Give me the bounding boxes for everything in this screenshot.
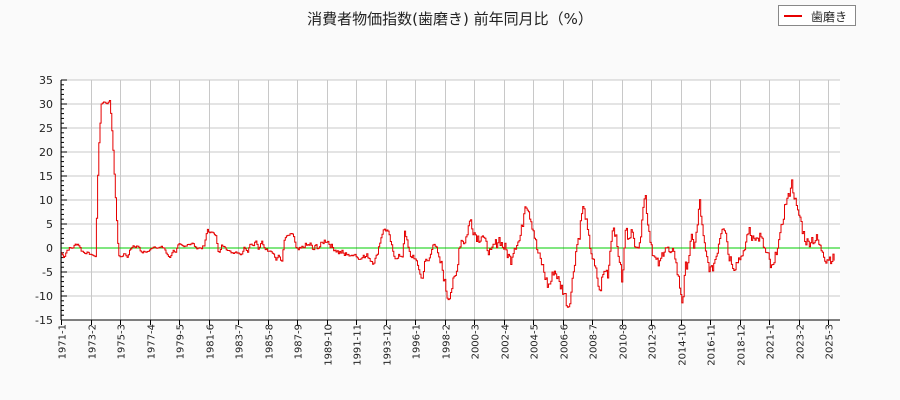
x-tick-label: 1983-7 xyxy=(235,324,246,359)
x-tick-label: 2016-11 xyxy=(707,324,718,366)
y-tick-label: 25 xyxy=(39,122,53,135)
y-tick-label: 20 xyxy=(39,146,53,159)
x-tick-label: 1981-6 xyxy=(206,324,217,359)
x-tick-label: 2018-12 xyxy=(737,324,748,366)
x-tick-label: 2000-3 xyxy=(471,324,482,359)
x-tick-label: 2014-10 xyxy=(678,324,689,366)
x-tick-label: 1977-4 xyxy=(147,324,158,359)
x-tick-label: 1998-2 xyxy=(442,324,453,359)
x-tick-label: 1989-10 xyxy=(324,324,335,366)
y-tick-label: 0 xyxy=(46,242,53,255)
x-tick-label: 2006-6 xyxy=(560,324,571,359)
x-tick-label: 2002-4 xyxy=(501,324,512,359)
x-tick-label: 1979-5 xyxy=(176,324,187,359)
x-tick-label: 2021-1 xyxy=(766,324,777,359)
x-tick-label: 1996-1 xyxy=(412,324,423,359)
chart-title: 消費者物価指数(歯磨き) 前年同月比（%） xyxy=(307,10,593,28)
x-tick-label: 2008-7 xyxy=(589,324,600,359)
x-axis: 1971-1 1973-2 1975-3 1977-4 1979-5 1981-6 1983… xyxy=(58,320,836,366)
x-tick-label: 2004-5 xyxy=(530,324,541,359)
y-tick-label: 30 xyxy=(39,98,53,111)
x-tick-label: 1987-9 xyxy=(294,324,305,359)
x-tick-label: 1975-3 xyxy=(117,324,128,359)
y-tick-label: -15 xyxy=(35,314,53,327)
x-tick-label: 1985-8 xyxy=(265,324,276,359)
y-tick-label: 5 xyxy=(46,218,53,231)
y-axis: 35 30 25 20 15 10 5 0 -5 -10 -15 xyxy=(35,74,67,327)
y-tick-label: -5 xyxy=(42,266,53,279)
x-tick-label: 1973-2 xyxy=(88,324,99,359)
x-tick-label: 1971-1 xyxy=(58,324,69,359)
x-tick-label: 1993-12 xyxy=(383,324,394,366)
legend-label: 歯磨き xyxy=(811,10,848,24)
series-line-toothpaste xyxy=(61,100,835,308)
y-tick-label: 15 xyxy=(39,170,53,183)
x-tick-label: 2025-3 xyxy=(825,324,836,359)
legend-swatch-icon xyxy=(784,15,802,17)
x-tick-label: 2012-9 xyxy=(648,324,659,359)
x-tick-label: 1991-11 xyxy=(353,324,364,366)
y-tick-label: 10 xyxy=(39,194,53,207)
legend: 歯磨き xyxy=(778,5,856,26)
x-tick-label: 2010-8 xyxy=(619,324,630,359)
x-tick-label: 2023-2 xyxy=(796,324,807,359)
y-tick-label: -10 xyxy=(35,290,53,303)
y-tick-label: 35 xyxy=(39,74,53,87)
